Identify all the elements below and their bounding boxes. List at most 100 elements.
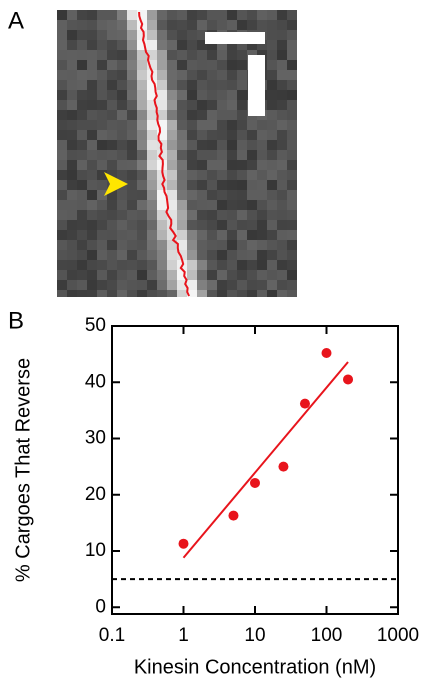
- kymo-pixel: [257, 280, 267, 290]
- kymo-pixel: [137, 70, 147, 80]
- kymo-pixel: [187, 170, 197, 180]
- kymo-pixel: [257, 10, 267, 20]
- y-tick-label: 10: [85, 540, 106, 561]
- kymo-pixel: [127, 80, 137, 90]
- kymo-pixel: [167, 160, 177, 170]
- kymo-pixel: [267, 130, 277, 140]
- kymo-pixel: [167, 50, 177, 60]
- kymo-pixel: [127, 50, 137, 60]
- kymo-pixel: [87, 40, 97, 50]
- kymo-pixel: [97, 140, 107, 150]
- kymo-pixel: [127, 120, 137, 130]
- kymo-pixel: [57, 210, 67, 220]
- kymo-pixel: [137, 50, 147, 60]
- kymo-pixel: [157, 260, 167, 270]
- kymo-pixel: [67, 30, 77, 40]
- panel-label: B: [8, 307, 24, 334]
- kymo-pixel: [237, 90, 247, 100]
- kymo-pixel: [197, 200, 207, 210]
- kymo-pixel: [237, 210, 247, 220]
- kymo-pixel: [107, 80, 117, 90]
- kymo-pixel: [227, 230, 237, 240]
- kymo-pixel: [287, 60, 297, 70]
- kymo-pixel: [107, 210, 117, 220]
- kymo-pixel: [237, 110, 247, 120]
- kymo-pixel: [107, 160, 117, 170]
- kymo-pixel: [87, 190, 97, 200]
- kymo-pixel: [177, 290, 187, 297]
- kymo-pixel: [177, 130, 187, 140]
- kymo-pixel: [267, 280, 277, 290]
- kymo-pixel: [267, 160, 277, 170]
- kymo-pixel: [127, 20, 137, 30]
- kymo-pixel: [97, 40, 107, 50]
- kymo-pixel: [97, 80, 107, 90]
- kymo-pixel: [67, 100, 77, 110]
- kymo-pixel: [267, 270, 277, 280]
- kymo-pixel: [257, 130, 267, 140]
- kymo-pixel: [67, 20, 77, 30]
- kymo-pixel: [67, 140, 77, 150]
- kymo-pixel: [67, 130, 77, 140]
- kymo-pixel: [137, 80, 147, 90]
- kymo-pixel: [187, 240, 197, 250]
- kymo-pixel: [117, 70, 127, 80]
- kymo-pixel: [107, 270, 117, 280]
- arrowhead: [104, 172, 128, 196]
- kymo-pixel: [237, 140, 247, 150]
- kymo-pixel: [57, 120, 67, 130]
- kymo-pixel: [127, 10, 137, 20]
- kymo-pixel: [107, 260, 117, 270]
- kymo-pixel: [117, 240, 127, 250]
- kymo-pixel: [217, 80, 227, 90]
- kymo-pixel: [137, 160, 147, 170]
- kymo-pixel: [57, 10, 67, 20]
- kymo-pixel: [97, 100, 107, 110]
- kymo-pixel: [67, 170, 77, 180]
- kymo-pixel: [147, 250, 157, 260]
- x-tick-label: 100: [311, 625, 343, 646]
- kymo-pixel: [127, 140, 137, 150]
- kymo-pixel: [57, 260, 67, 270]
- kymo-pixel: [57, 190, 67, 200]
- kymo-pixel: [227, 40, 237, 50]
- kymo-pixel: [147, 10, 157, 20]
- kymo-pixel: [187, 290, 197, 297]
- kymo-pixel: [187, 110, 197, 120]
- kymo-pixel: [77, 80, 87, 90]
- kymo-pixel: [87, 60, 97, 70]
- kymo-pixel: [187, 30, 197, 40]
- kymo-pixel: [107, 120, 117, 130]
- kymo-pixel: [227, 170, 237, 180]
- kymo-pixel: [127, 60, 137, 70]
- kymo-pixel: [277, 60, 287, 70]
- kymo-pixel: [97, 90, 107, 100]
- kymo-pixel: [97, 70, 107, 80]
- kymo-pixel: [107, 280, 117, 290]
- kymo-pixel: [207, 60, 217, 70]
- kymo-pixel: [87, 160, 97, 170]
- kymo-pixel: [177, 90, 187, 100]
- kymo-pixel: [217, 40, 227, 50]
- kymo-pixel: [197, 90, 207, 100]
- kymo-pixel: [137, 170, 147, 180]
- kymo-pixel: [157, 190, 167, 200]
- kymo-pixel: [67, 90, 77, 100]
- kymo-pixel: [237, 60, 247, 70]
- kymo-pixel: [247, 250, 257, 260]
- kymo-pixel: [117, 40, 127, 50]
- kymo-pixel: [167, 210, 177, 220]
- kymo-pixel: [197, 120, 207, 130]
- kymo-pixel: [107, 200, 117, 210]
- kymo-pixel: [187, 190, 197, 200]
- kymo-pixel: [267, 200, 277, 210]
- kymo-pixel: [247, 270, 257, 280]
- kymo-pixel: [57, 70, 67, 80]
- kymo-pixel: [227, 210, 237, 220]
- kymo-pixel: [257, 120, 267, 130]
- kymo-pixel: [107, 100, 117, 110]
- kymo-pixel: [57, 240, 67, 250]
- kymo-pixel: [67, 230, 77, 240]
- kymo-pixel: [147, 170, 157, 180]
- kymo-pixel: [97, 10, 107, 20]
